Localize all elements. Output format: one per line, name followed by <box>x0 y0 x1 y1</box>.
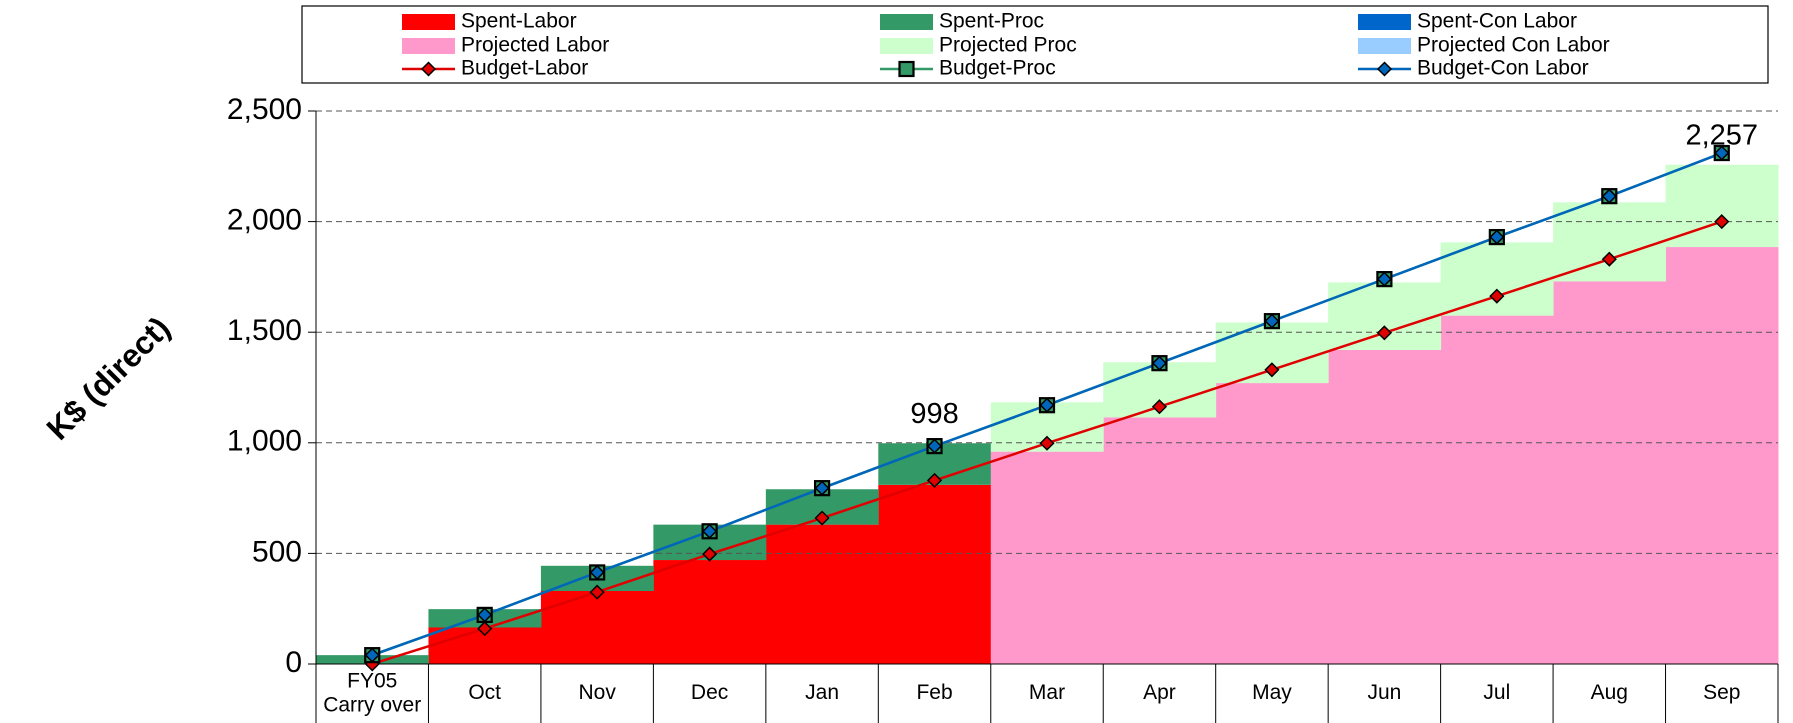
budget-marker <box>589 564 605 580</box>
area-step <box>1665 247 1779 664</box>
x-tick-label: May <box>1252 681 1292 704</box>
area-step <box>1440 315 1554 664</box>
x-tick-label: FY05 Carry over <box>323 669 421 716</box>
area-step <box>990 451 1104 664</box>
budget-marker <box>1376 271 1392 287</box>
x-tick-label: Aug <box>1591 681 1628 704</box>
legend-label: Projected Labor <box>461 34 609 57</box>
budget-marker <box>1489 288 1505 304</box>
legend-swatch <box>880 38 933 54</box>
x-tick-label: Feb <box>916 681 952 704</box>
area-step <box>653 560 767 664</box>
legend-label: Spent-Proc <box>939 10 1044 33</box>
x-tick-label: Jul <box>1483 681 1510 704</box>
x-tick-label: Dec <box>691 681 728 704</box>
budget-marker <box>1151 355 1168 371</box>
budget-marker <box>702 523 718 539</box>
area-step <box>540 591 654 664</box>
legend-box <box>301 5 1769 84</box>
budget-marker <box>1264 362 1280 378</box>
budget-marker <box>1489 229 1505 245</box>
legend-marker <box>420 61 437 77</box>
area-step <box>1328 349 1442 664</box>
budget-marker <box>926 438 943 454</box>
legend-label: Spent-Con Labor <box>1417 10 1577 33</box>
x-tick-label: Nov <box>578 681 616 704</box>
area-step <box>878 484 992 664</box>
x-tick-label: Oct <box>468 681 501 704</box>
legend-marker <box>898 60 915 78</box>
area-step <box>1553 202 1667 282</box>
y-tick-label: 1,500 <box>227 314 302 347</box>
legend-label: Projected Con Labor <box>1417 34 1610 57</box>
y-tick-label: 2,500 <box>227 93 302 126</box>
legend-swatch <box>1358 38 1411 54</box>
budget-marker <box>1714 145 1730 161</box>
area-step <box>765 524 879 664</box>
budget-marker <box>477 607 493 623</box>
y-tick-label: 1,000 <box>227 425 302 458</box>
x-tick-label: Jun <box>1367 681 1401 704</box>
x-tick-label: Sep <box>1703 681 1740 704</box>
y-tick-label: 2,000 <box>227 204 302 237</box>
area-step <box>1215 383 1329 664</box>
y-axis-label: K$ (direct) <box>40 310 177 447</box>
legend-swatch <box>402 38 455 54</box>
legend-swatch <box>1358 14 1411 30</box>
total-label: 998 <box>910 398 958 430</box>
legend-swatch <box>402 14 455 30</box>
legend-label: Spent-Labor <box>461 10 577 33</box>
budget-marker <box>1039 397 1055 413</box>
budget-marker <box>1039 435 1055 451</box>
legend-label: Budget-Con Labor <box>1417 57 1589 80</box>
budget-marker <box>814 480 830 496</box>
legend-swatch <box>880 14 933 30</box>
budget-marker <box>1376 325 1392 341</box>
legend-label: Budget-Proc <box>939 57 1056 80</box>
budget-marker <box>702 546 718 562</box>
budget-marker <box>1264 313 1280 329</box>
legend-label: Projected Proc <box>939 34 1077 57</box>
budget-marker <box>1151 399 1168 415</box>
area-step <box>1103 417 1217 664</box>
legend-marker <box>1376 61 1393 77</box>
total-label: 2,257 <box>1685 119 1758 151</box>
budget-marker <box>1601 251 1617 267</box>
budget-marker <box>589 584 605 600</box>
budget-marker <box>1714 214 1730 230</box>
y-tick-label: 500 <box>252 535 302 568</box>
area-step <box>1553 281 1667 664</box>
y-tick-label: 0 <box>285 646 302 679</box>
budget-marker <box>364 647 380 663</box>
x-tick-label: Apr <box>1143 681 1176 704</box>
budget-marker <box>477 621 493 637</box>
budget-marker <box>1601 188 1617 204</box>
x-tick-label: Jan <box>805 681 839 704</box>
legend-label: Budget-Labor <box>461 57 588 80</box>
area-step <box>1440 242 1554 316</box>
budget-marker <box>814 510 830 526</box>
x-tick-label: Mar <box>1029 681 1065 704</box>
budget-marker <box>926 472 943 488</box>
